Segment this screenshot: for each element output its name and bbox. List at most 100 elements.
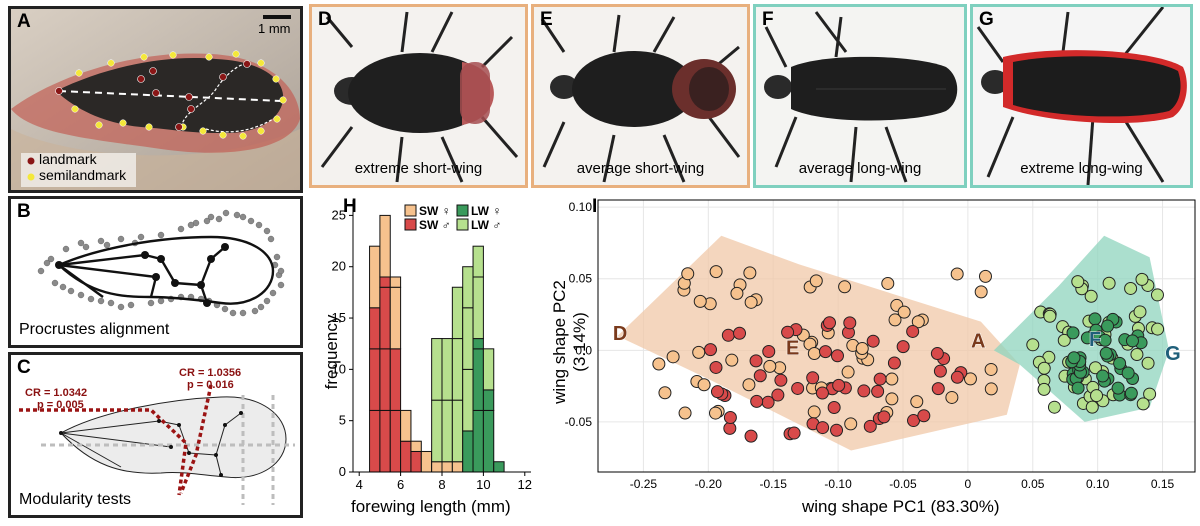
procrustes-diagram: [37, 209, 285, 317]
sw-female-point: [844, 417, 858, 431]
histogram-ylabel: frequency: [322, 314, 341, 390]
sw-female-point: [963, 372, 977, 386]
sw-male-point: [917, 409, 931, 423]
histogram-bar: [400, 409, 412, 442]
panel-c-label: C: [17, 357, 31, 378]
lw-male-point: [1047, 400, 1061, 414]
p-left-value: p = 0.005: [37, 399, 84, 411]
panel-g-label: G: [979, 9, 994, 30]
sw-female-point: [885, 372, 899, 386]
specimen-marker-a: A: [971, 330, 985, 352]
panel-h: 4 6 8 10 12 0 5 10 15 20 25 SW ♀ LW ♀ SW ♂ LW ♂ H fore…: [309, 192, 534, 526]
histogram-bar: [389, 348, 402, 411]
histogram-bar: [493, 461, 505, 473]
sw-male-point: [830, 349, 844, 363]
sw-male-point: [871, 384, 885, 398]
lw-male-point: [1124, 281, 1138, 295]
sw-female-point: [744, 295, 758, 309]
histogram-bar: [410, 450, 422, 473]
bug-photo-extreme-short: [320, 11, 519, 183]
panel-f-label: F: [762, 9, 774, 30]
lw-male-point: [1136, 397, 1150, 411]
panel-f-caption: average long-wing: [798, 160, 922, 177]
lw-female-point: [1080, 331, 1094, 345]
sw-female-point: [743, 266, 757, 280]
sw-male-point: [857, 384, 871, 398]
sw-male-point: [866, 334, 880, 348]
sw-male-point: [830, 423, 844, 437]
histogram-x-tick-label: 10: [476, 477, 490, 492]
pca-x-tick-label: -0.25: [630, 477, 658, 491]
sw-male-point: [933, 364, 947, 378]
sw-male-point: [753, 369, 767, 383]
histogram-bar: [472, 338, 484, 350]
lw-male-point: [1102, 276, 1116, 290]
histogram-bar: [379, 276, 391, 288]
histogram-bar: [369, 307, 381, 350]
lw-male-point: [1135, 272, 1149, 286]
histogram-bar: [410, 440, 422, 452]
lw-female-point: [1071, 381, 1085, 395]
sw-male-point: [832, 378, 846, 392]
pca-xlabel: wing shape PC1 (83.30%): [802, 497, 1000, 516]
histogram-y-tick-label: 25: [332, 207, 346, 222]
lw-female-point: [1099, 346, 1113, 360]
lw-male-point: [1026, 338, 1040, 352]
sw-male-point: [710, 385, 724, 399]
lw-female-point: [1124, 386, 1138, 400]
sw-female-point: [984, 362, 998, 376]
sw-female-point: [978, 269, 992, 283]
sw-female-point: [838, 280, 852, 294]
histogram-bar: [462, 266, 474, 309]
histogram-bar: [369, 348, 381, 411]
histogram-bar: [441, 399, 453, 463]
lw-male-point: [1088, 361, 1102, 375]
bug-photo-extreme-long: [976, 7, 1187, 185]
sw-male-point: [723, 411, 737, 425]
histogram-legend-label: SW ♂: [419, 218, 451, 232]
histogram-bar: [451, 461, 464, 473]
sw-male-point: [733, 326, 747, 340]
lw-male-point: [1133, 305, 1147, 319]
pca-scatterplot: D E F G A -0.25 -0.20 -0.15 -0.10 -0.05 0 0.05 0.10…: [565, 199, 1196, 491]
histogram-y-tick-label: 15: [332, 310, 346, 325]
sw-female-point: [984, 382, 998, 396]
sw-female-point: [807, 405, 821, 419]
specimen-marker-d: D: [613, 323, 627, 345]
histogram-y-tick-label: 20: [332, 259, 346, 274]
histogram-bar: [389, 276, 402, 288]
panel-h-label: H: [343, 196, 357, 217]
bug-photo-average-short: [540, 14, 741, 183]
histogram-legend-swatch: [456, 218, 469, 231]
sw-female-point: [730, 286, 744, 300]
sw-female-point: [658, 386, 672, 400]
sw-male-point: [863, 419, 877, 433]
pca-x-tick-label: 0.15: [1151, 477, 1175, 491]
pca-ylabel: wing shape PC2 (3.14%): [550, 280, 589, 404]
histogram-bar: [400, 440, 412, 473]
sw-male-point: [877, 410, 891, 424]
sw-male-point: [816, 421, 830, 435]
sw-female-point: [692, 345, 706, 359]
panel-c: C CR = 1.0342 p = 0.005 CR = 1.0356 p = …: [8, 352, 303, 518]
histogram-bar: [451, 399, 464, 463]
sw-male-point: [815, 386, 829, 400]
histogram-bar: [462, 430, 474, 473]
histogram-bar: [389, 286, 402, 350]
sw-male-point: [787, 426, 801, 440]
modularity-diagram: [19, 384, 295, 505]
histogram-bar: [451, 286, 464, 340]
lw-male-point: [1151, 322, 1165, 336]
sw-female-point: [855, 342, 869, 356]
lw-female-point: [1125, 334, 1139, 348]
panel-b: B Procrustes alignment: [8, 196, 303, 348]
pca-y-tick-label: 0.10: [569, 200, 593, 214]
histogram-legend-swatch: [404, 218, 417, 231]
lw-male-point: [1143, 387, 1157, 401]
histogram-legend-swatch: [456, 204, 469, 217]
histogram-bar: [379, 214, 391, 278]
p-right-value: p = 0.016: [187, 379, 234, 391]
sw-male-point: [771, 388, 785, 402]
sw-female-point: [881, 276, 895, 290]
histogram-y-tick-label: 10: [332, 361, 346, 376]
